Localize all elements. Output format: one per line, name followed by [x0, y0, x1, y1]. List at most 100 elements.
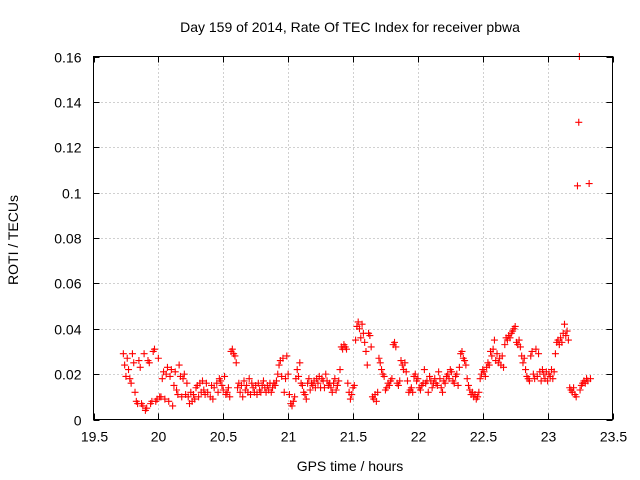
data-point: [320, 384, 328, 392]
data-point: [295, 372, 303, 380]
data-point: [145, 359, 153, 367]
data-point: [344, 379, 352, 387]
data-point: [234, 384, 242, 392]
data-point: [305, 375, 313, 383]
data-point: [296, 359, 304, 367]
data-point: [480, 368, 488, 376]
data-point: [198, 377, 206, 385]
data-point: [529, 370, 537, 378]
data-point: [333, 381, 341, 389]
data-point: [140, 350, 148, 358]
data-point: [224, 384, 232, 392]
data-point: [175, 361, 183, 369]
data-point: [527, 352, 535, 360]
plot-frame: [93, 56, 613, 420]
data-point: [402, 368, 410, 376]
data-point: [411, 370, 419, 378]
data-point: [272, 377, 280, 385]
data-point: [375, 354, 383, 362]
data-point: [218, 381, 226, 389]
data-point: [362, 347, 370, 355]
data-point: [136, 363, 144, 371]
y-tick-label: 0.1: [62, 186, 82, 202]
data-point: [350, 381, 358, 389]
data-point: [239, 393, 247, 401]
data-point: [511, 322, 519, 330]
data-point: [550, 368, 558, 376]
data-point: [391, 338, 399, 346]
data-point: [314, 379, 322, 387]
data-point: [123, 354, 131, 362]
data-point: [178, 393, 186, 401]
data-point: [293, 366, 301, 374]
x-tick-label: 19.5: [81, 429, 108, 445]
axis-ticks: [93, 56, 614, 421]
data-point: [557, 334, 565, 342]
data-point: [298, 381, 306, 389]
x-tick-label: 23: [541, 429, 557, 445]
data-point: [254, 379, 262, 387]
data-point: [280, 388, 288, 396]
data-point: [388, 375, 396, 383]
data-point: [248, 379, 256, 387]
data-point: [306, 386, 314, 394]
data-point: [515, 336, 523, 344]
data-point: [352, 336, 360, 344]
data-point: [158, 375, 166, 383]
y-axis-label: ROTI / TECUs: [5, 195, 21, 285]
data-point: [378, 366, 386, 374]
data-point: [283, 352, 291, 360]
data-point: [532, 345, 540, 353]
data-point: [171, 368, 179, 376]
data-point: [236, 388, 244, 396]
data-point: [180, 370, 188, 378]
data-point: [358, 320, 366, 328]
data-point: [195, 393, 203, 401]
data-point: [157, 393, 165, 401]
x-tick-label: 23.5: [600, 429, 627, 445]
data-point: [331, 375, 339, 383]
data-point: [481, 372, 489, 380]
data-point: [217, 377, 225, 385]
data-point: [221, 372, 229, 380]
data-point: [226, 393, 234, 401]
data-point: [343, 345, 351, 353]
data-point: [544, 377, 552, 385]
data-point: [143, 404, 151, 412]
data-point: [424, 388, 432, 396]
data-point: [474, 393, 482, 401]
data-point: [366, 332, 374, 340]
data-point: [335, 377, 343, 385]
data-point: [455, 363, 463, 371]
data-point: [361, 338, 369, 346]
data-point: [200, 386, 208, 394]
x-tick-label: 21.5: [340, 429, 367, 445]
data-point: [444, 370, 452, 378]
data-point: [401, 359, 409, 367]
data-point: [454, 381, 462, 389]
x-tick-label: 22.5: [470, 429, 497, 445]
data-point: [493, 350, 501, 358]
data-point: [274, 370, 282, 378]
data-point: [397, 357, 405, 365]
data-point: [407, 384, 415, 392]
data-point: [284, 370, 292, 378]
data-point: [166, 372, 174, 380]
data-point: [336, 366, 344, 374]
data-point: [131, 388, 139, 396]
data-point: [564, 336, 572, 344]
data-point: [231, 352, 239, 360]
data-point: [522, 366, 530, 374]
y-tick-label: 0.12: [54, 140, 81, 156]
data-point: [537, 377, 545, 385]
data-point: [535, 350, 543, 358]
x-tick-label: 20.5: [210, 429, 237, 445]
data-point: [183, 379, 191, 387]
data-point: [135, 357, 143, 365]
data-point: [403, 377, 411, 385]
data-point: [441, 379, 449, 387]
data-point: [437, 384, 445, 392]
data-point: [549, 375, 557, 383]
data-point: [302, 395, 310, 403]
data-point: [282, 375, 290, 383]
